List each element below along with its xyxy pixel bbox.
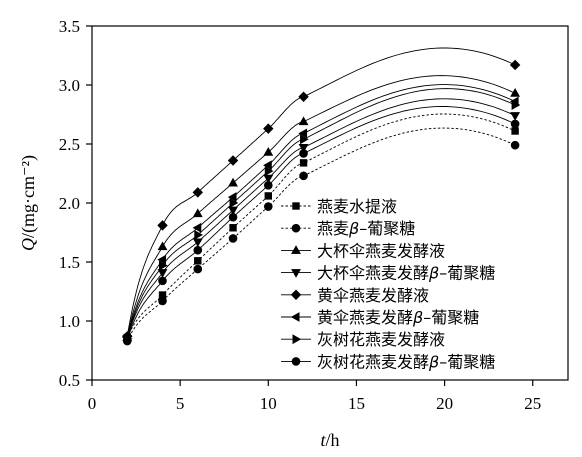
y-tick-label: 0.5 bbox=[59, 371, 80, 390]
y-tick-label: 2.5 bbox=[59, 135, 80, 154]
data-point-0-4 bbox=[264, 192, 272, 200]
data-point-5-2 bbox=[192, 222, 202, 233]
legend-label-2: 大杯伞燕麦发酵液 bbox=[317, 241, 445, 260]
data-point-7-3 bbox=[228, 212, 238, 222]
legend-label-3: 大杯伞燕麦发酵β–葡聚糖 bbox=[317, 264, 495, 283]
data-point-0-2 bbox=[194, 257, 202, 265]
data-point-3-5 bbox=[298, 144, 309, 153]
legend-marker-4 bbox=[290, 289, 302, 301]
data-point-2-5 bbox=[298, 116, 309, 126]
data-point-1-6 bbox=[510, 140, 520, 150]
legend-label-0: 燕麦水提液 bbox=[317, 197, 397, 216]
x-tick-label: 15 bbox=[348, 394, 365, 413]
data-point-3-1 bbox=[157, 269, 168, 278]
x-axis-label: t/h bbox=[320, 430, 339, 450]
data-point-2-2 bbox=[192, 208, 203, 218]
x-tick-label: 5 bbox=[176, 394, 185, 413]
data-point-4-2 bbox=[192, 187, 204, 198]
data-point-6-5 bbox=[300, 134, 309, 145]
legend-marker-2 bbox=[291, 245, 301, 254]
data-point-7-2 bbox=[193, 245, 203, 255]
data-point-5-3 bbox=[227, 192, 237, 203]
legend-label-4: 黄伞燕麦发酵液 bbox=[317, 286, 429, 305]
data-point-6-6 bbox=[511, 100, 521, 110]
data-point-1-3 bbox=[228, 234, 238, 243]
x-tick-label: 10 bbox=[260, 394, 277, 413]
x-tick-label: 0 bbox=[88, 394, 97, 413]
data-point-7-4 bbox=[263, 181, 273, 190]
data-point-2-4 bbox=[263, 147, 274, 156]
data-point-6-2 bbox=[194, 229, 203, 240]
legend-marker-0 bbox=[292, 202, 300, 210]
legend-label-6: 灰树花燕麦发酵液 bbox=[317, 330, 445, 349]
data-point-7-0 bbox=[122, 335, 132, 345]
x-tick-label: 20 bbox=[436, 394, 453, 413]
y-tick-label: 1.5 bbox=[59, 253, 80, 272]
data-point-0-5 bbox=[299, 159, 308, 167]
data-point-5-1 bbox=[157, 254, 167, 265]
data-point-4-6 bbox=[509, 59, 521, 71]
y-tick-label: 1.0 bbox=[59, 312, 80, 331]
legend-marker-7 bbox=[291, 357, 301, 366]
data-point-3-3 bbox=[228, 206, 238, 216]
data-point-1-4 bbox=[263, 202, 273, 211]
legend-marker-1 bbox=[291, 223, 301, 233]
data-point-7-6 bbox=[510, 119, 520, 129]
legend-marker-6 bbox=[292, 334, 302, 345]
data-point-1-1 bbox=[158, 296, 167, 306]
legend: 燕麦水提液燕麦β–葡聚糖大杯伞燕麦发酵液大杯伞燕麦发酵β–葡聚糖黄伞燕麦发酵液黄… bbox=[281, 197, 495, 371]
data-point-6-3 bbox=[229, 198, 239, 208]
data-point-4-5 bbox=[298, 91, 309, 103]
axes: 0 5 10 15 20 25 0.5 1.0 1.5 2.0 2.5 3.0 3.5 bbox=[59, 17, 569, 413]
y-tick-label: 3.0 bbox=[59, 76, 80, 95]
data-point-4-3 bbox=[227, 155, 239, 166]
data-point-4-1 bbox=[157, 220, 168, 231]
data-point-2-1 bbox=[157, 241, 168, 251]
legend-label-5: 黄伞燕麦发酵β–葡聚糖 bbox=[317, 308, 479, 327]
data-point-3-4 bbox=[263, 174, 274, 184]
data-point-7-1 bbox=[158, 276, 167, 286]
data-point-5-4 bbox=[263, 160, 272, 171]
data-point-1-2 bbox=[193, 264, 203, 274]
data-point-1-5 bbox=[299, 171, 308, 181]
legend-label-7: 灰树花燕麦发酵β–葡聚糖 bbox=[317, 352, 495, 371]
data-point-5-5 bbox=[298, 128, 308, 139]
y-tick-label: 2.0 bbox=[59, 194, 80, 213]
data-point-7-5 bbox=[299, 149, 308, 158]
y-tick-label: 3.5 bbox=[59, 17, 80, 36]
data-point-0-3 bbox=[229, 224, 237, 232]
legend-marker-5 bbox=[290, 312, 300, 322]
legend-label-1: 燕麦β–葡聚糖 bbox=[317, 219, 415, 238]
data-point-4-4 bbox=[263, 123, 274, 134]
data-point-0-6 bbox=[511, 127, 519, 135]
data-point-2-6 bbox=[510, 88, 521, 97]
data-point-3-6 bbox=[510, 112, 521, 121]
legend-marker-3 bbox=[291, 269, 301, 278]
x-tick-label: 25 bbox=[524, 394, 541, 413]
data-point-2-3 bbox=[228, 177, 238, 187]
data-point-3-2 bbox=[192, 238, 203, 248]
data-point-6-4 bbox=[264, 166, 274, 177]
data-point-6-1 bbox=[159, 260, 168, 271]
series-markers bbox=[122, 59, 521, 346]
y-axis-label: Q/(mg·cm⁻²) bbox=[18, 155, 39, 251]
